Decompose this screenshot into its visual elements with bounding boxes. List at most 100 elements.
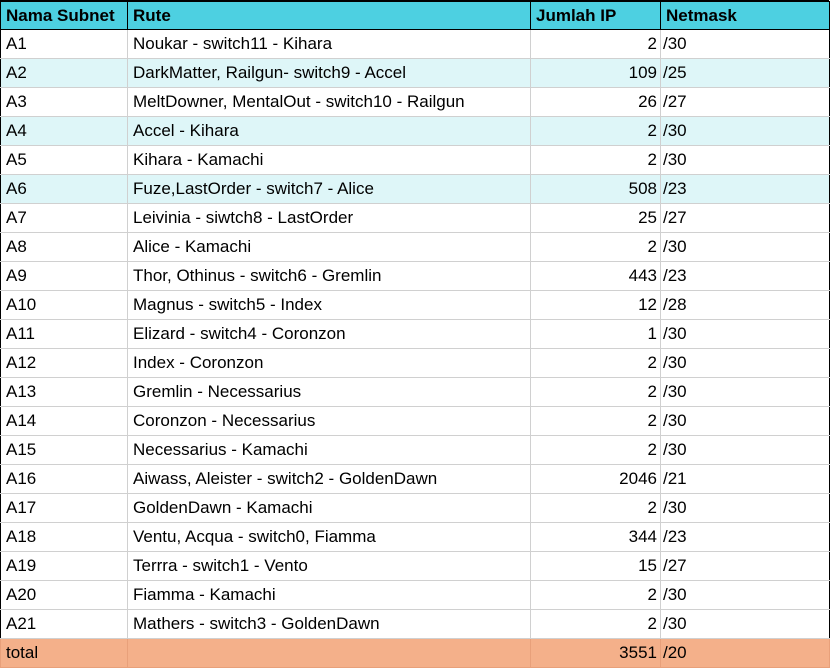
total-netmask-cell[interactable]: /20 (660, 638, 830, 668)
netmask-cell[interactable]: /30 (660, 377, 830, 407)
table-row: A14 Coronzon - Necessarius 2/30 (0, 406, 830, 436)
jumlah-ip-cell[interactable]: 2 (530, 232, 661, 262)
table-row: A7 Leivinia - siwtch8 - LastOrder 25/27 (0, 203, 830, 233)
header-jumlah-ip[interactable]: Jumlah IP (530, 1, 661, 30)
subnet-cell[interactable]: A12 (0, 348, 128, 378)
table-row: A15 Necessarius - Kamachi 2/30 (0, 435, 830, 465)
jumlah-ip-cell[interactable]: 2 (530, 580, 661, 610)
table-row: A13 Gremlin - Necessarius 2/30 (0, 377, 830, 407)
subnet-cell[interactable]: A7 (0, 203, 128, 233)
netmask-cell[interactable]: /30 (660, 319, 830, 349)
jumlah-ip-cell[interactable]: 2 (530, 435, 661, 465)
rute-cell[interactable]: Gremlin - Necessarius (127, 377, 531, 407)
jumlah-ip-cell[interactable]: 2 (530, 145, 661, 175)
netmask-cell[interactable]: /27 (660, 551, 830, 581)
jumlah-ip-cell[interactable]: 2 (530, 29, 661, 59)
rute-cell[interactable]: Accel - Kihara (127, 116, 531, 146)
netmask-cell[interactable]: /28 (660, 290, 830, 320)
rute-cell[interactable]: Coronzon - Necessarius (127, 406, 531, 436)
rute-cell[interactable]: Aiwass, Aleister - switch2 - GoldenDawn (127, 464, 531, 494)
jumlah-ip-cell[interactable]: 1 (530, 319, 661, 349)
subnet-cell[interactable]: A19 (0, 551, 128, 581)
subnet-cell[interactable]: A8 (0, 232, 128, 262)
jumlah-ip-cell[interactable]: 508 (530, 174, 661, 204)
netmask-cell[interactable]: /25 (660, 58, 830, 88)
total-label-cell[interactable]: total (0, 638, 128, 668)
rute-cell[interactable]: Thor, Othinus - switch6 - Gremlin (127, 261, 531, 291)
rute-cell[interactable]: Noukar - switch11 - Kihara (127, 29, 531, 59)
netmask-cell[interactable]: /30 (660, 435, 830, 465)
jumlah-ip-cell[interactable]: 2 (530, 348, 661, 378)
rute-cell[interactable]: GoldenDawn - Kamachi (127, 493, 531, 523)
rute-cell[interactable]: Index - Coronzon (127, 348, 531, 378)
netmask-cell[interactable]: /30 (660, 348, 830, 378)
subnet-cell[interactable]: A1 (0, 29, 128, 59)
netmask-cell[interactable]: /30 (660, 493, 830, 523)
rute-cell[interactable]: Magnus - switch5 - Index (127, 290, 531, 320)
table-row: A5 Kihara - Kamachi 2/30 (0, 145, 830, 175)
header-netmask[interactable]: Netmask (660, 1, 830, 30)
rute-cell[interactable]: Leivinia - siwtch8 - LastOrder (127, 203, 531, 233)
netmask-cell[interactable]: /30 (660, 232, 830, 262)
subnet-cell[interactable]: A15 (0, 435, 128, 465)
table-row: A16 Aiwass, Aleister - switch2 - GoldenDa… (0, 464, 830, 494)
subnet-cell[interactable]: A2 (0, 58, 128, 88)
jumlah-ip-cell[interactable]: 2 (530, 116, 661, 146)
netmask-cell[interactable]: /30 (660, 580, 830, 610)
subnet-cell[interactable]: A18 (0, 522, 128, 552)
rute-cell[interactable]: Alice - Kamachi (127, 232, 531, 262)
header-rute[interactable]: Rute (127, 1, 531, 30)
subnet-cell[interactable]: A17 (0, 493, 128, 523)
jumlah-ip-cell[interactable]: 15 (530, 551, 661, 581)
subnet-cell[interactable]: A6 (0, 174, 128, 204)
total-jumlah-ip-cell[interactable]: 3551 (530, 638, 661, 668)
subnet-cell[interactable]: A14 (0, 406, 128, 436)
subnet-cell[interactable]: A21 (0, 609, 128, 639)
subnet-cell[interactable]: A13 (0, 377, 128, 407)
jumlah-ip-cell[interactable]: 344 (530, 522, 661, 552)
jumlah-ip-cell[interactable]: 2 (530, 406, 661, 436)
subnet-cell[interactable]: A3 (0, 87, 128, 117)
netmask-cell[interactable]: /23 (660, 522, 830, 552)
table-row: A4 Accel - Kihara 2/30 (0, 116, 830, 146)
subnet-cell[interactable]: A9 (0, 261, 128, 291)
jumlah-ip-cell[interactable]: 26 (530, 87, 661, 117)
jumlah-ip-cell[interactable]: 2 (530, 609, 661, 639)
subnet-cell[interactable]: A10 (0, 290, 128, 320)
rute-cell[interactable]: Elizard - switch4 - Coronzon (127, 319, 531, 349)
jumlah-ip-cell[interactable]: 25 (530, 203, 661, 233)
netmask-cell[interactable]: /30 (660, 609, 830, 639)
rute-cell[interactable]: Ventu, Acqua - switch0, Fiamma (127, 522, 531, 552)
netmask-cell[interactable]: /27 (660, 203, 830, 233)
netmask-cell[interactable]: /30 (660, 406, 830, 436)
jumlah-ip-cell[interactable]: 443 (530, 261, 661, 291)
rute-cell[interactable]: Necessarius - Kamachi (127, 435, 531, 465)
rute-cell[interactable]: Terrra - switch1 - Vento (127, 551, 531, 581)
netmask-cell[interactable]: /30 (660, 145, 830, 175)
jumlah-ip-cell[interactable]: 2046 (530, 464, 661, 494)
netmask-cell[interactable]: /23 (660, 174, 830, 204)
jumlah-ip-cell[interactable]: 12 (530, 290, 661, 320)
netmask-cell[interactable]: /21 (660, 464, 830, 494)
subnet-cell[interactable]: A16 (0, 464, 128, 494)
table-row: A8 Alice - Kamachi 2/30 (0, 232, 830, 262)
jumlah-ip-cell[interactable]: 2 (530, 493, 661, 523)
subnet-cell[interactable]: A11 (0, 319, 128, 349)
subnet-cell[interactable]: A5 (0, 145, 128, 175)
subnet-cell[interactable]: A20 (0, 580, 128, 610)
rute-cell[interactable]: Mathers - switch3 - GoldenDawn (127, 609, 531, 639)
header-nama-subnet[interactable]: Nama Subnet (0, 1, 128, 30)
rute-cell[interactable]: Kihara - Kamachi (127, 145, 531, 175)
jumlah-ip-cell[interactable]: 109 (530, 58, 661, 88)
rute-cell[interactable]: DarkMatter, Railgun- switch9 - Accel (127, 58, 531, 88)
subnet-cell[interactable]: A4 (0, 116, 128, 146)
rute-cell[interactable]: MeltDowner, MentalOut - switch10 - Railg… (127, 87, 531, 117)
rute-cell[interactable]: Fiamma - Kamachi (127, 580, 531, 610)
netmask-cell[interactable]: /30 (660, 29, 830, 59)
total-rute-cell[interactable] (127, 638, 531, 668)
netmask-cell[interactable]: /27 (660, 87, 830, 117)
rute-cell[interactable]: Fuze,LastOrder - switch7 - Alice (127, 174, 531, 204)
netmask-cell[interactable]: /23 (660, 261, 830, 291)
jumlah-ip-cell[interactable]: 2 (530, 377, 661, 407)
netmask-cell[interactable]: /30 (660, 116, 830, 146)
